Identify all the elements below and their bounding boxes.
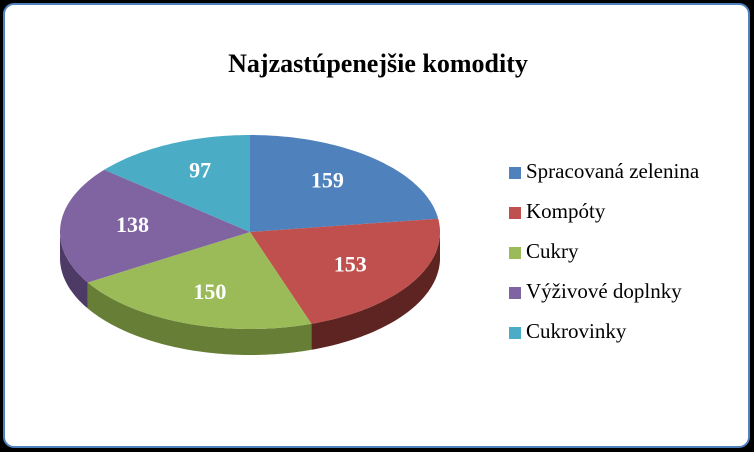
pie-side xyxy=(60,232,88,309)
data-label: 97 xyxy=(189,157,211,182)
legend-swatch xyxy=(509,167,521,179)
pie-side xyxy=(87,282,312,355)
legend-label: Kompóty xyxy=(526,199,606,223)
pie-slice xyxy=(87,232,312,329)
legend-swatch xyxy=(509,247,521,259)
legend-label: Cukry xyxy=(526,239,579,263)
chart-title: Najzastúpenejšie komodity xyxy=(228,49,528,78)
pie-slice xyxy=(60,169,250,283)
legend-swatch xyxy=(509,287,521,299)
legend-label: Cukrovinky xyxy=(526,319,627,343)
data-label: 159 xyxy=(311,167,344,192)
legend-label: Výživové doplnky xyxy=(526,279,682,303)
pie-slice xyxy=(250,135,439,232)
pie-side xyxy=(311,232,440,350)
data-label: 153 xyxy=(334,252,367,277)
legend-swatch xyxy=(509,207,521,219)
pie-slice xyxy=(250,218,440,324)
data-label: 150 xyxy=(193,279,226,304)
pie-slice xyxy=(104,135,250,232)
data-label: 138 xyxy=(116,212,149,237)
legend-swatch xyxy=(509,327,521,339)
legend-label: Spracovaná zelenina xyxy=(526,159,700,183)
